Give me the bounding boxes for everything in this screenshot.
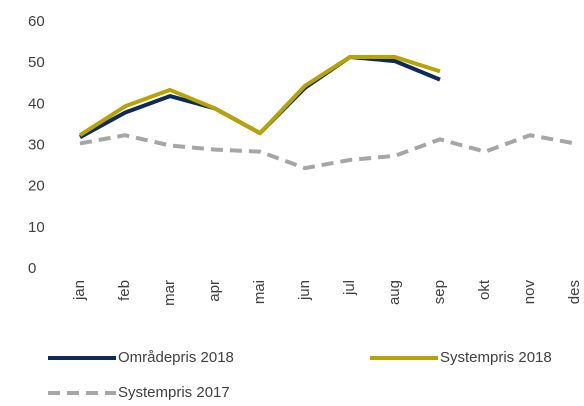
line-series	[79, 133, 576, 171]
x-tick-label: okt	[476, 279, 493, 300]
legend-label: Systempris 2017	[118, 384, 230, 401]
x-tick-label: mar	[161, 280, 178, 306]
x-tick-label: jul	[341, 280, 358, 296]
y-tick-label: 0	[28, 260, 36, 277]
legend-label: Områdepris 2018	[118, 349, 234, 366]
legend-label: Systempris 2018	[440, 349, 552, 366]
x-tick-label: jun	[296, 280, 313, 301]
y-tick-label: 30	[28, 136, 45, 153]
line-series	[78, 54, 441, 137]
y-tick-label: 20	[28, 178, 45, 195]
line-series	[79, 54, 441, 140]
x-tick-label: sep	[431, 280, 448, 304]
x-tick-label: feb	[116, 280, 133, 301]
x-tick-label: des	[566, 280, 583, 304]
y-tick-label: 60	[28, 13, 45, 30]
x-tick-label: nov	[521, 280, 538, 305]
y-tick-label: 50	[28, 54, 45, 71]
x-tick-label: mai	[251, 280, 268, 304]
x-tick-label: aug	[386, 280, 403, 305]
x-tick-label: apr	[206, 280, 223, 302]
y-tick-label: 10	[28, 219, 45, 236]
y-tick-label: 40	[28, 95, 45, 112]
x-tick-label: jan	[71, 280, 88, 301]
